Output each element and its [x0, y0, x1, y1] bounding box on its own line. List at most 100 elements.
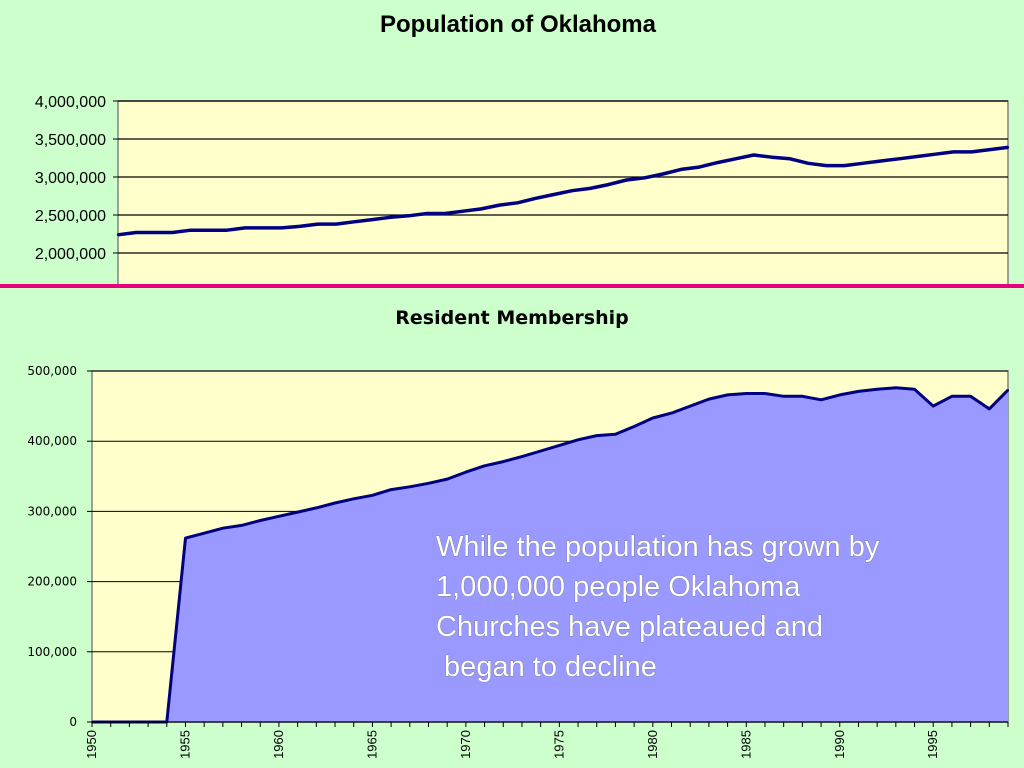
membership-chart-title: Resident Membership — [395, 307, 628, 329]
membership-point — [502, 460, 505, 463]
population-point — [116, 233, 120, 236]
population-point — [716, 161, 719, 164]
population-point — [134, 231, 138, 234]
annotation-text: While the population has grown by 1,000,… — [436, 531, 880, 684]
membership-point — [464, 471, 467, 474]
membership-y-tick-label: 300,000 — [27, 504, 77, 518]
membership-point — [520, 455, 523, 458]
population-point — [861, 162, 864, 165]
population-point — [243, 226, 247, 230]
membership-point — [913, 388, 916, 391]
membership-point — [427, 482, 430, 485]
membership-point — [558, 444, 561, 447]
population-point — [371, 218, 374, 221]
membership-point — [857, 390, 860, 393]
population-point — [952, 150, 955, 154]
population-point — [389, 216, 392, 219]
membership-x-tick-label: 1955 — [177, 730, 192, 759]
population-point — [280, 226, 283, 230]
membership-point — [633, 425, 636, 428]
population-point — [643, 176, 646, 179]
population-point — [461, 210, 465, 213]
population-plot-area — [117, 100, 1009, 292]
population-y-tick-label: 2,000,000 — [35, 246, 106, 263]
population-point — [934, 153, 937, 156]
membership-x-tick-label: 1990 — [832, 730, 847, 759]
membership-point — [1007, 388, 1009, 391]
membership-point — [371, 494, 374, 497]
membership-point — [988, 407, 991, 410]
membership-point — [932, 405, 935, 408]
population-point — [679, 168, 683, 171]
membership-point — [296, 511, 299, 514]
membership-point — [707, 398, 710, 401]
membership-point — [801, 395, 804, 398]
membership-point — [334, 501, 337, 504]
population-point — [207, 229, 211, 232]
population-point — [915, 155, 919, 158]
population-point — [443, 212, 447, 215]
population-point — [661, 172, 665, 176]
population-y-tick-label: 3,500,000 — [35, 132, 106, 149]
population-point — [825, 164, 828, 167]
membership-point — [577, 438, 580, 441]
membership-point — [315, 506, 318, 509]
membership-point — [483, 464, 486, 467]
membership-point — [894, 386, 897, 389]
population-point — [334, 222, 338, 226]
population-point — [970, 150, 973, 154]
population-point — [752, 153, 755, 157]
membership-point — [221, 527, 224, 530]
population-point — [879, 159, 883, 163]
population-point — [843, 164, 846, 167]
membership-point — [408, 485, 411, 488]
population-point — [298, 225, 301, 228]
membership-point — [969, 395, 972, 398]
membership-x-tick-label: 1975 — [551, 730, 566, 759]
population-y-tick-label: 2,500,000 — [35, 208, 106, 225]
membership-point — [614, 433, 617, 436]
membership-y-tick-label: 0 — [69, 715, 77, 729]
population-point — [770, 156, 774, 159]
population-point — [171, 231, 174, 234]
membership-point — [446, 478, 449, 481]
population-point — [262, 226, 265, 230]
annotation-line-4: began to decline — [436, 651, 657, 683]
membership-point — [352, 497, 355, 500]
population-chart: Population of Oklahoma 4,000,000 3,500,00… — [35, 11, 1010, 301]
membership-point — [539, 450, 542, 453]
membership-point — [259, 519, 262, 522]
membership-point — [277, 515, 280, 518]
membership-y-tick-label: 200,000 — [27, 575, 77, 589]
membership-point — [726, 393, 729, 396]
membership-point — [782, 395, 785, 398]
membership-point — [745, 392, 748, 395]
membership-point — [203, 532, 206, 535]
population-y-tick-label: 3,000,000 — [35, 170, 106, 187]
population-y-axis: 4,000,000 3,500,000 3,000,000 2,500,000 2,00… — [35, 94, 118, 301]
membership-line — [92, 386, 1010, 724]
membership-point — [390, 488, 393, 491]
membership-x-tick-label: 1980 — [645, 730, 660, 759]
membership-x-tick-label: 1985 — [738, 730, 753, 759]
population-point — [516, 201, 519, 205]
annotation-line-3: Churches have plateaued and — [436, 611, 823, 643]
membership-point — [184, 537, 187, 540]
population-line — [117, 145, 1009, 237]
membership-x-tick-label: 1970 — [458, 730, 473, 759]
membership-point — [651, 417, 654, 420]
membership-point — [838, 393, 841, 396]
membership-point — [595, 434, 598, 437]
population-point — [734, 157, 737, 160]
membership-x-tick-label: 1965 — [364, 730, 379, 759]
membership-point — [876, 388, 879, 391]
population-point — [153, 231, 156, 234]
population-point — [570, 189, 574, 192]
membership-point — [820, 398, 823, 401]
membership-y-axis: 500,000 400,000 300,000 200,000 100,000 0 — [27, 364, 92, 729]
population-point — [425, 212, 428, 215]
annotation-line-2: 1,000,000 people Oklahoma — [436, 571, 801, 603]
population-point — [807, 162, 810, 165]
population-point — [625, 178, 628, 182]
